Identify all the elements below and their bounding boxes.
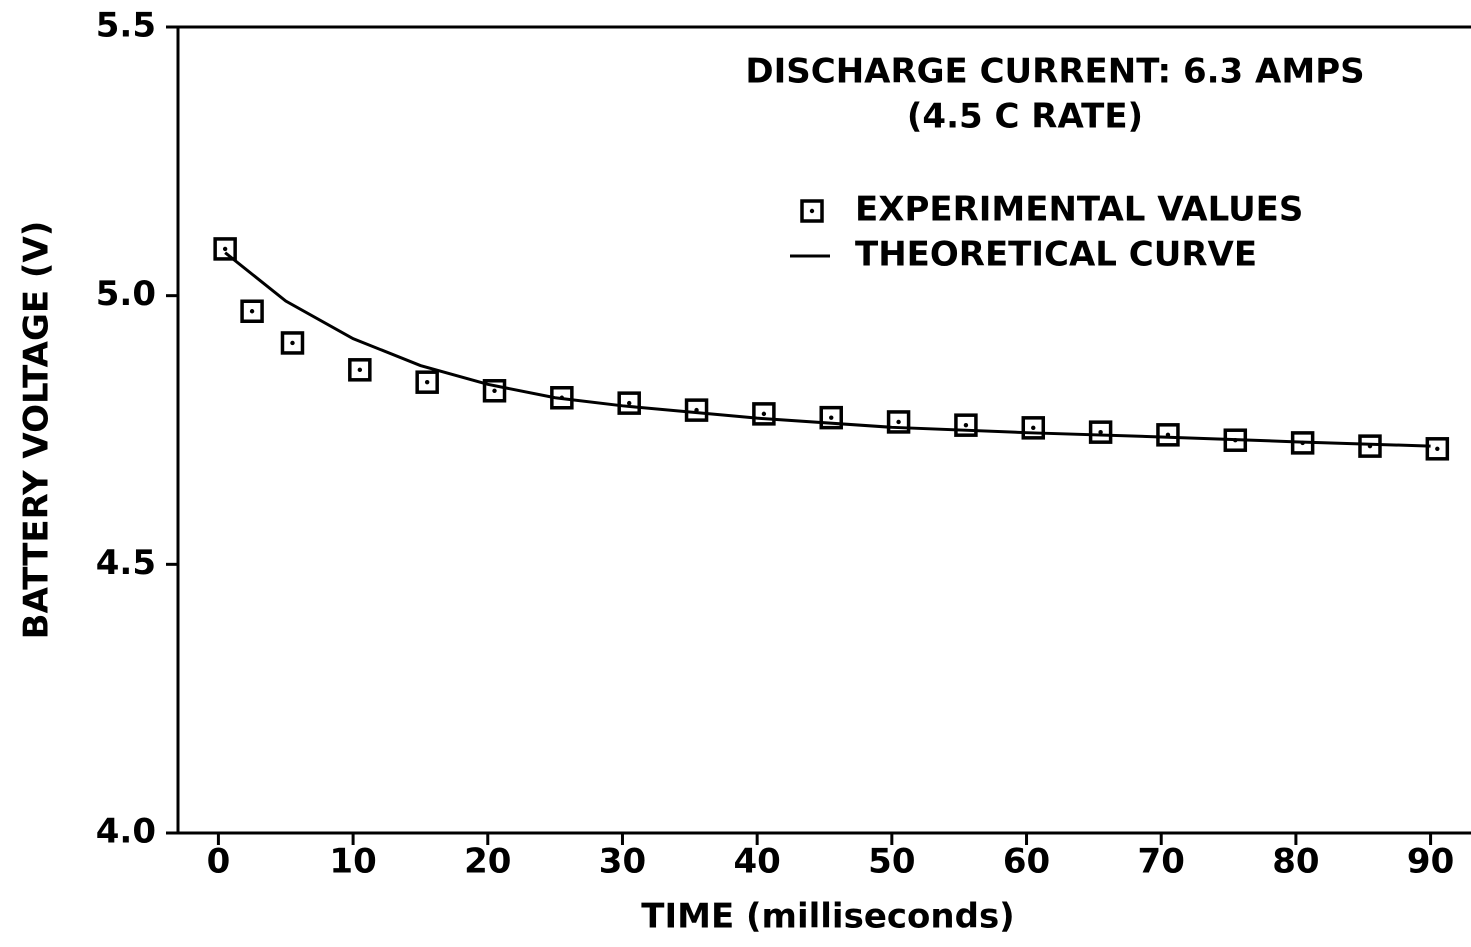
- x-tick-label: 60: [1003, 842, 1050, 882]
- marker: [819, 405, 843, 430]
- marker: [954, 413, 978, 437]
- y-axis-label: BATTERY VOLTAGE (V): [17, 221, 57, 640]
- x-tick-label: 70: [1138, 842, 1185, 882]
- marker: [1088, 420, 1113, 444]
- y-tick-label: 4.5: [96, 543, 156, 583]
- marker: [348, 358, 372, 382]
- marker: [280, 331, 305, 355]
- marker: [1425, 437, 1450, 461]
- x-tick-label: 0: [207, 842, 231, 882]
- legend-label: EXPERIMENTAL VALUES: [855, 190, 1303, 230]
- x-tick-label: 50: [868, 842, 915, 882]
- marker: [1021, 416, 1046, 440]
- marker: [213, 237, 237, 261]
- y-tick-label: 5.0: [96, 274, 156, 314]
- line: [224, 251, 1431, 448]
- x-tick-label: 80: [1272, 842, 1319, 882]
- marker: [886, 410, 911, 434]
- axes: [176, 25, 1471, 835]
- y-tick-label: 5.5: [96, 6, 156, 46]
- marker: [482, 379, 507, 403]
- marker: [1358, 434, 1382, 458]
- marker: [752, 402, 776, 426]
- marker: [684, 398, 709, 422]
- y-tick-label: 4.0: [96, 812, 156, 852]
- legend-marker: [800, 199, 824, 223]
- x-tick-label: 20: [464, 842, 511, 882]
- x-axis-label: TIME (milliseconds): [641, 897, 1014, 937]
- x-tick-label: 90: [1407, 842, 1454, 882]
- x-tick-label: 30: [599, 842, 646, 882]
- marker: [240, 299, 264, 323]
- x-tick-label: 10: [329, 842, 376, 882]
- marker: [415, 370, 439, 394]
- x-tick-label: 40: [733, 842, 780, 882]
- annotation: DISCHARGE CURRENT: 6.3 AMPS: [745, 52, 1364, 92]
- marker: [617, 391, 641, 415]
- annotation: (4.5 C RATE): [907, 97, 1143, 137]
- legend-label: THEORETICAL CURVE: [855, 235, 1257, 275]
- marker: [1156, 423, 1180, 447]
